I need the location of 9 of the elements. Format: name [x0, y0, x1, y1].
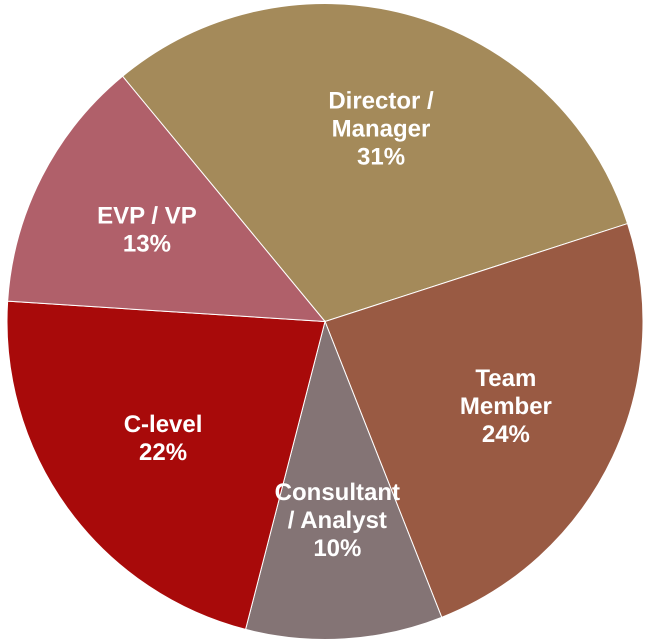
slice-label: Team Member: [460, 364, 552, 420]
slice-label: EVP / VP: [97, 202, 197, 230]
data-label: 31%: [356, 144, 406, 171]
data-label: 24%: [482, 420, 530, 448]
data-label: 10%: [313, 535, 362, 562]
data-label: 13%: [122, 230, 171, 258]
slice-label: C-level: [124, 410, 202, 438]
slice-label: Director / Manager: [328, 88, 434, 143]
data-label: 22%: [139, 438, 188, 466]
